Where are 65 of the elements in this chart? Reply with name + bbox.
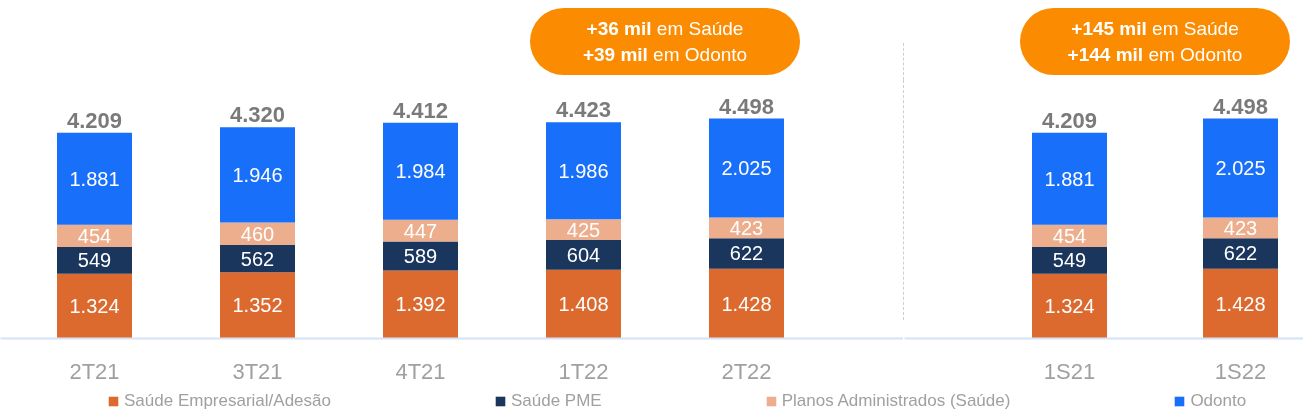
data-label: 1.986 (558, 159, 609, 182)
data-label: 1.428 (721, 292, 772, 315)
data-label: 2.025 (1215, 157, 1266, 180)
bar (220, 127, 295, 223)
x-tick-label: 1S22 (1214, 358, 1267, 384)
legend-label: Odonto (1190, 391, 1247, 411)
data-label: 604 (566, 243, 601, 266)
data-label: 622 (1223, 242, 1258, 265)
bar (57, 273, 132, 339)
total-label: 4.423 (555, 97, 612, 123)
x-tick-label: 1T22 (558, 358, 609, 384)
data-label: 1.324 (69, 295, 120, 318)
data-label: 460 (240, 222, 275, 245)
total-label: 4.320 (229, 102, 286, 128)
x-tick-label: 2T22 (721, 358, 772, 384)
bar (546, 122, 621, 220)
text: +145 mil em Saúde +144 mil em Odonto (1066, 16, 1244, 67)
total-label: 4.209 (1041, 107, 1098, 133)
data-label: 549 (77, 249, 112, 272)
data-label: 622 (729, 242, 764, 265)
data-label: 1.324 (1044, 295, 1095, 318)
data-label: 425 (566, 218, 601, 241)
x-tick-label: 4T21 (395, 358, 446, 384)
bar (546, 269, 621, 339)
data-label: 447 (403, 219, 438, 242)
data-label: 423 (729, 216, 764, 239)
x-tick-label: 1S21 (1043, 358, 1096, 384)
bar (1203, 268, 1278, 339)
data-label: 1.428 (1215, 292, 1266, 315)
bar (709, 118, 784, 218)
bar (546, 240, 621, 270)
data-label: 1.984 (395, 160, 446, 183)
x-tick-label: 2T21 (69, 358, 120, 384)
data-label: 1.408 (558, 293, 609, 316)
bar (1203, 238, 1278, 269)
legend-label: Saúde PME (510, 391, 602, 411)
bar (1203, 118, 1278, 218)
total-label: 4.498 (1212, 93, 1269, 119)
bar (709, 268, 784, 339)
data-label: 2.025 (721, 157, 772, 180)
total-label: 4.412 (392, 97, 449, 123)
text: +36 mil em Saúde +39 mil em Odonto (581, 16, 749, 67)
bar (383, 270, 458, 339)
data-label: 1.392 (395, 293, 446, 316)
data-label: 1.946 (232, 163, 283, 186)
legend-label: Saúde Empresarial/Adesão (124, 391, 331, 411)
bar (709, 238, 784, 269)
total-label: 4.209 (66, 107, 123, 133)
x-tick-label: 3T21 (232, 358, 283, 384)
data-label: 454 (77, 224, 112, 247)
bar (1032, 132, 1107, 225)
bar (57, 132, 132, 225)
bar (220, 272, 295, 339)
bar (383, 122, 458, 220)
data-label: 549 (1052, 249, 1087, 272)
data-label: 423 (1223, 216, 1258, 239)
data-label: 562 (240, 247, 275, 270)
total-label: 4.498 (718, 93, 775, 119)
legend-label: Planos Administrados (Saúde) (781, 391, 1011, 411)
data-label: 1.881 (69, 167, 120, 190)
bar (1032, 273, 1107, 339)
data-label: 1.881 (1044, 167, 1095, 190)
data-label: 454 (1052, 224, 1087, 247)
data-label: 589 (403, 245, 438, 268)
data-label: 1.352 (232, 294, 283, 317)
